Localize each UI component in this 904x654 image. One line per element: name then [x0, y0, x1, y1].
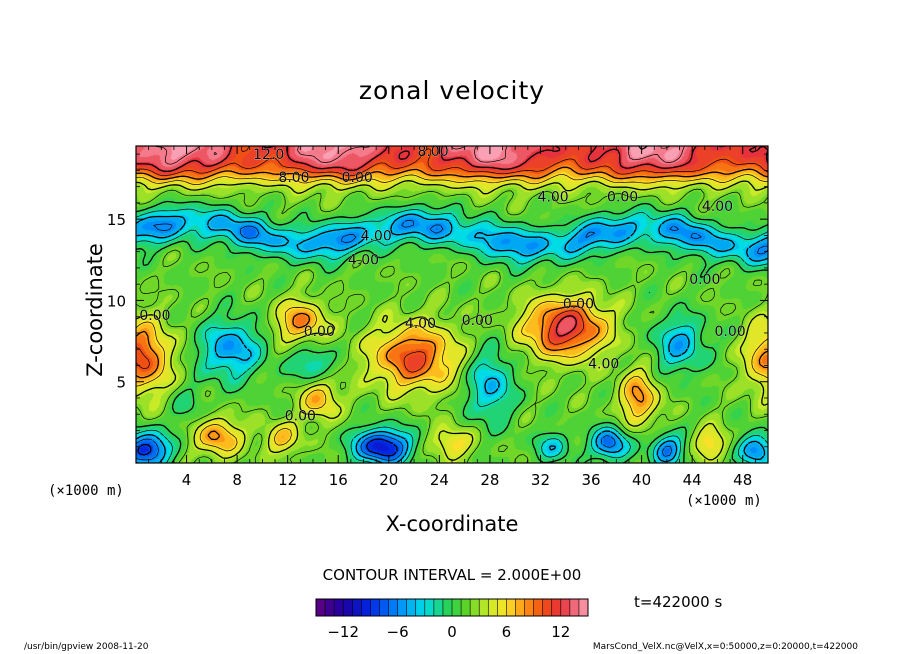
colorbar-cell: [533, 599, 543, 616]
contour-level-14: [154, 145, 685, 165]
x-axis-label: X-coordinate: [385, 512, 519, 536]
colorbar-cell: [325, 599, 335, 616]
colorbar-cell: [506, 599, 516, 616]
time-label: t=422000 s: [634, 593, 723, 611]
x-tick-label: 28: [480, 471, 499, 489]
colorbar-cell: [433, 599, 444, 616]
contour-label: 0.00: [139, 308, 170, 324]
colorbar-cell: [442, 599, 453, 616]
colorbar-cell: [415, 599, 426, 616]
contour-label: 0.00: [689, 272, 720, 288]
colorbar-cell: [397, 599, 407, 616]
contour-level-6: [135, 173, 769, 452]
colorbar-cell: [497, 599, 507, 616]
contour-lines: [135, 145, 769, 464]
colorbar-cell: [388, 599, 398, 616]
colorbar-cell: [524, 599, 534, 616]
chart-title: zonal velocity: [358, 76, 546, 105]
contour-label: 4.00: [538, 189, 569, 205]
footer-left: /usr/bin/gpview 2008-11-20: [24, 642, 149, 652]
colorbar-tick-label: 6: [502, 623, 512, 641]
colorbar-cell: [560, 599, 571, 616]
colorbar-cell: [361, 599, 371, 616]
contour-level-8: [135, 166, 769, 441]
colorbar-cell: [515, 599, 525, 616]
colorbar-cell: [406, 599, 417, 616]
colorbar-cell: [461, 599, 471, 616]
colorbar-cell: [488, 599, 498, 616]
contour-label: 12.0: [253, 147, 284, 163]
colorbar-frame: [315, 598, 589, 617]
velocity-field: [136, 146, 768, 463]
contour-level-12: [135, 145, 769, 337]
contour-label: 0.00: [304, 324, 335, 340]
contour-level-neg6: [135, 220, 769, 461]
colorbar-cell: [352, 599, 362, 616]
colorbar-cell: [370, 599, 380, 616]
contour-label: 0.00: [563, 297, 594, 313]
contour-level-10: [135, 145, 769, 373]
x-tick-label: 44: [683, 471, 702, 489]
contour-label: 0.00: [714, 324, 745, 340]
contour-level-neg2: [135, 208, 769, 464]
colorbar-cell: [470, 599, 480, 616]
colorbar-cell: [542, 599, 553, 616]
contour-label: 4.00: [361, 228, 392, 244]
contour-label: 4.00: [588, 357, 619, 373]
contour-labels: 12.0 8.00 8.00 0.00 4.00 0.00 4.00 4.00 4.00 0.00…: [139, 144, 746, 425]
colorbar-tick-label: −6: [387, 623, 409, 641]
contour-level-neg8: [137, 438, 398, 457]
contour-level-0: [135, 200, 769, 464]
velocity-heatmap-image: [136, 146, 768, 463]
colorbar-tick-label: −12: [327, 623, 359, 641]
contour-label: 4.00: [348, 253, 379, 269]
y-axis-ticks: 5 10 15: [107, 153, 768, 448]
y-tick-label: 10: [107, 292, 126, 310]
contour-label: 4.00: [702, 199, 733, 215]
colorbar-cell: [569, 599, 580, 616]
x-axis-unit-right: (×1000 m): [686, 493, 762, 509]
colorbar-cell: [424, 599, 435, 616]
contour-label: 0.00: [342, 170, 373, 186]
x-tick-label: 24: [430, 471, 449, 489]
colorbar-cell: [334, 599, 344, 616]
x-tick-label: 4: [182, 471, 192, 489]
colorbar: −12 −6 0 6 12: [315, 598, 589, 641]
x-tick-label: 20: [379, 471, 398, 489]
x-tick-label: 32: [531, 471, 550, 489]
contour-label: 4.00: [405, 316, 436, 332]
x-tick-label: 40: [632, 471, 651, 489]
colorbar-cell: [379, 599, 389, 616]
colorbar-cell: [316, 599, 326, 616]
colorbar-cell: [343, 599, 353, 616]
y-axis-label: Z-coordinate: [83, 243, 107, 377]
colorbar-cell: [479, 599, 489, 616]
x-tick-label: 16: [329, 471, 348, 489]
x-tick-label: 48: [733, 471, 752, 489]
colorbar-cell: [578, 599, 589, 616]
colorbar-tick-label: 12: [551, 623, 570, 641]
contour-level-4: [135, 180, 769, 462]
x-axis-ticks: 4 8 12 16 20 24 28 32 36 40 44 48: [148, 146, 756, 489]
colorbar-tick-label: 0: [447, 623, 457, 641]
x-tick-label: 12: [278, 471, 297, 489]
footer-right: MarsCond_VelX.nc@VelX,x=0:50000,z=0:2000…: [592, 642, 858, 652]
contour-interval-text: CONTOUR INTERVAL = 2.000E+00: [322, 566, 582, 584]
contour-label: 0.00: [285, 409, 316, 425]
contour-label: 8.00: [278, 170, 309, 186]
colorbar-cell: [551, 599, 562, 616]
y-tick-label: 15: [107, 211, 126, 229]
contour-label: 0.00: [462, 313, 493, 329]
contour-label: 0.00: [607, 189, 638, 205]
x-tick-label: 8: [232, 471, 242, 489]
colorbar-cell: [452, 599, 462, 616]
contour-label: 8.00: [417, 144, 448, 160]
y-tick-label: 5: [116, 374, 126, 392]
x-tick-label: 36: [581, 471, 600, 489]
x-axis-unit-left: (×1000 m): [48, 483, 124, 499]
